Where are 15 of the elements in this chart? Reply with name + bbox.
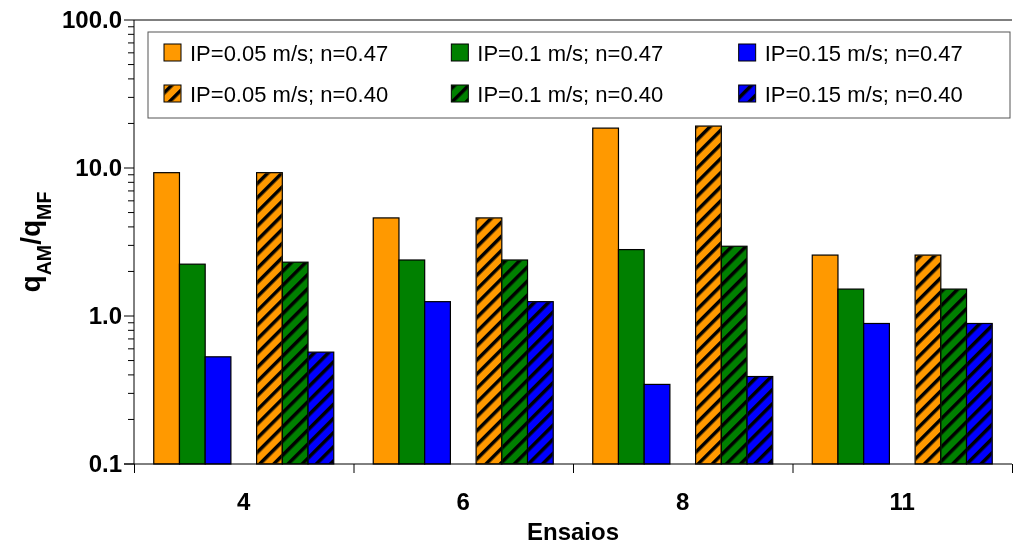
x-axis-title: Ensaios <box>526 518 620 545</box>
legend-label: IP=0.1 m/s; n=0.40 <box>477 81 664 107</box>
x-tick-label: 4 <box>237 488 252 515</box>
legend-label: IP=0.05 m/s; n=0.47 <box>190 40 389 66</box>
x-tick-label: 8 <box>676 488 690 515</box>
y-tick-label: 100.0 <box>61 6 122 34</box>
x-tick-label: 6 <box>456 488 470 515</box>
legend-label: IP=0.15 m/s; n=0.40 <box>764 81 963 107</box>
x-tick-label: 11 <box>889 488 915 515</box>
legend-label: IP=0.1 m/s; n=0.47 <box>477 40 664 66</box>
y-tick-label: 10.0 <box>75 154 122 182</box>
y-tick-label: 0.1 <box>88 450 122 478</box>
legend-label: IP=0.15 m/s; n=0.47 <box>764 40 963 66</box>
y-tick-label: 1.0 <box>88 302 122 330</box>
legend-label: IP=0.05 m/s; n=0.40 <box>190 81 389 107</box>
